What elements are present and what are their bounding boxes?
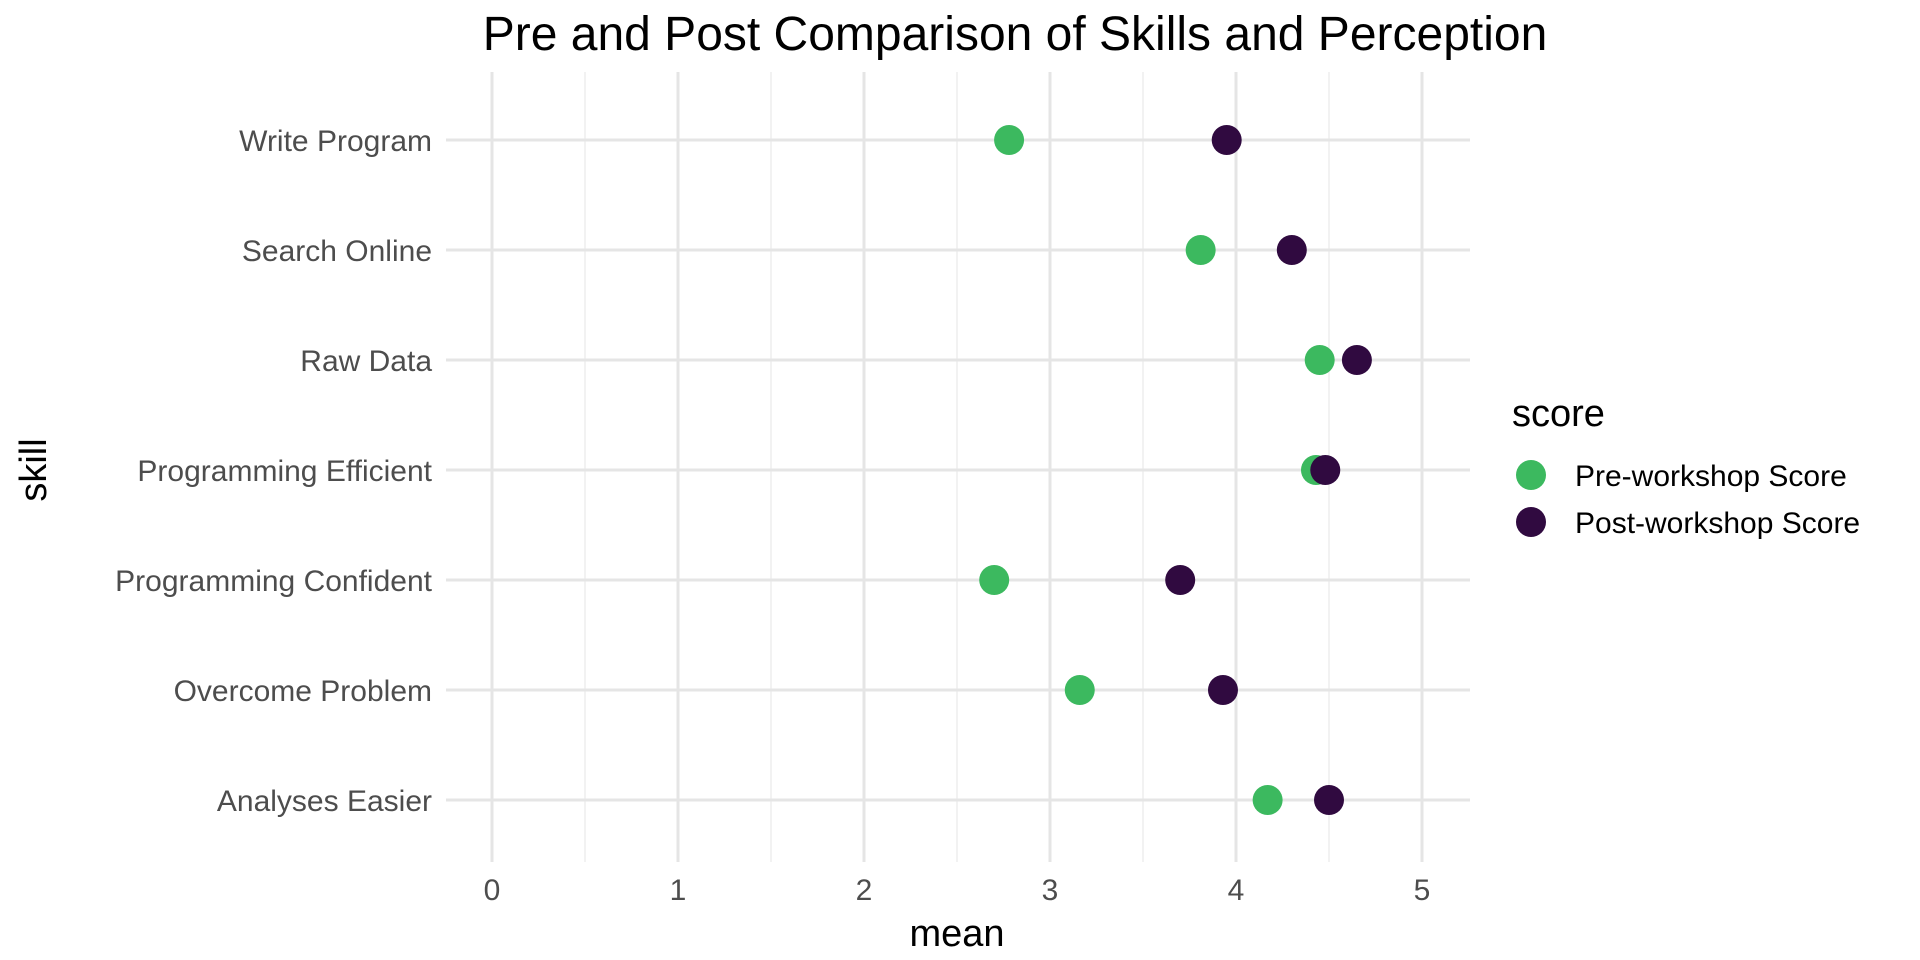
y-tick-label: Programming Efficient <box>137 455 432 488</box>
legend-label: Pre-workshop Score <box>1575 460 1847 493</box>
data-point <box>1064 675 1095 705</box>
data-point <box>1310 455 1341 485</box>
y-tick-label: Raw Data <box>300 345 432 378</box>
y-tick-label: Overcome Problem <box>174 675 432 708</box>
y-tick-label: Programming Confident <box>115 565 432 598</box>
x-tick-label: 1 <box>670 874 687 907</box>
data-point <box>1276 235 1307 265</box>
data-point <box>994 125 1025 155</box>
data-point <box>1165 565 1196 595</box>
data-point <box>1185 235 1216 265</box>
data-points <box>979 125 1372 815</box>
y-axis-title: skill <box>13 438 55 501</box>
x-tick-label: 2 <box>856 874 873 907</box>
y-axis-tick-labels: Write Program Search Online Raw Data Progra… <box>115 125 432 818</box>
data-point <box>1207 675 1238 705</box>
x-axis-title: mean <box>909 913 1004 955</box>
x-tick-label: 5 <box>1414 874 1431 907</box>
data-point <box>1314 785 1344 815</box>
legend-key <box>1516 507 1546 537</box>
x-tick-label: 4 <box>1228 874 1245 907</box>
chart-title: Pre and Post Comparison of Skills and Pe… <box>483 8 1548 61</box>
y-tick-label: Write Program <box>239 125 432 158</box>
data-point <box>1304 345 1335 375</box>
legend-key <box>1516 460 1546 490</box>
legend-label: Post-workshop Score <box>1575 507 1860 540</box>
legend-items: Pre-workshop Score Post-workshop Score <box>1516 460 1860 540</box>
x-axis-tick-labels: 0 1 2 3 4 5 <box>484 874 1431 907</box>
data-point <box>1341 345 1372 375</box>
legend-title: score <box>1512 393 1605 435</box>
data-point <box>1252 785 1283 815</box>
x-tick-label: 3 <box>1042 874 1059 907</box>
x-tick-label: 0 <box>484 874 501 907</box>
y-tick-label: Search Online <box>242 235 432 268</box>
data-point <box>1211 125 1242 155</box>
legend: score Pre-workshop Score Post-workshop Sc… <box>1512 393 1860 540</box>
y-tick-label: Analyses Easier <box>217 785 432 818</box>
data-point <box>979 565 1010 595</box>
